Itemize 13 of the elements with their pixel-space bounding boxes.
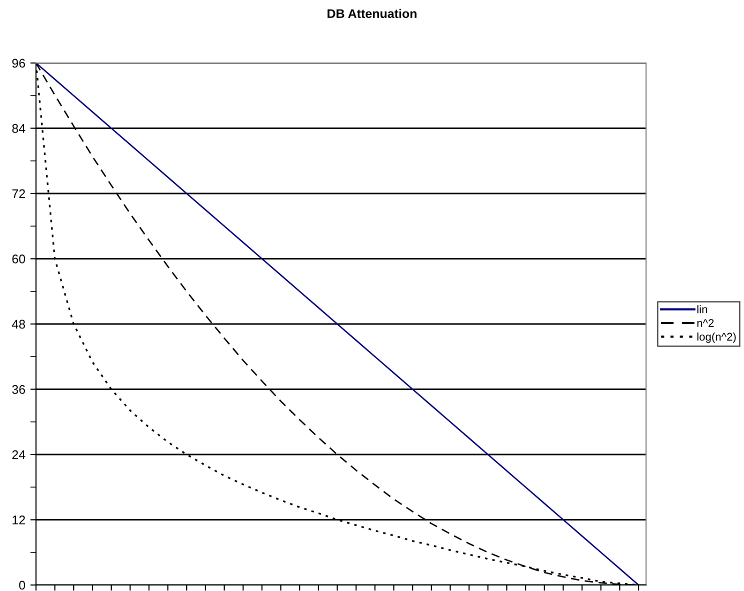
y-tick-label: 60 (12, 254, 26, 264)
chart-title: DB Attenuation (328, 8, 416, 18)
y-tick-label: 72 (12, 189, 25, 198)
y-tick-label: 48 (12, 320, 26, 329)
legend-label: log(n^2) (697, 332, 736, 343)
legend-label: n^2 (697, 319, 714, 327)
y-tick-label: 12 (12, 516, 25, 524)
y-tick-label: 36 (12, 385, 26, 394)
legend-label: lin (697, 305, 708, 314)
y-tick-label: 96 (12, 58, 26, 68)
y-tick-label: 84 (12, 124, 26, 133)
y-tick-label: 0 (19, 580, 26, 590)
y-tick-label: 24 (12, 450, 26, 460)
